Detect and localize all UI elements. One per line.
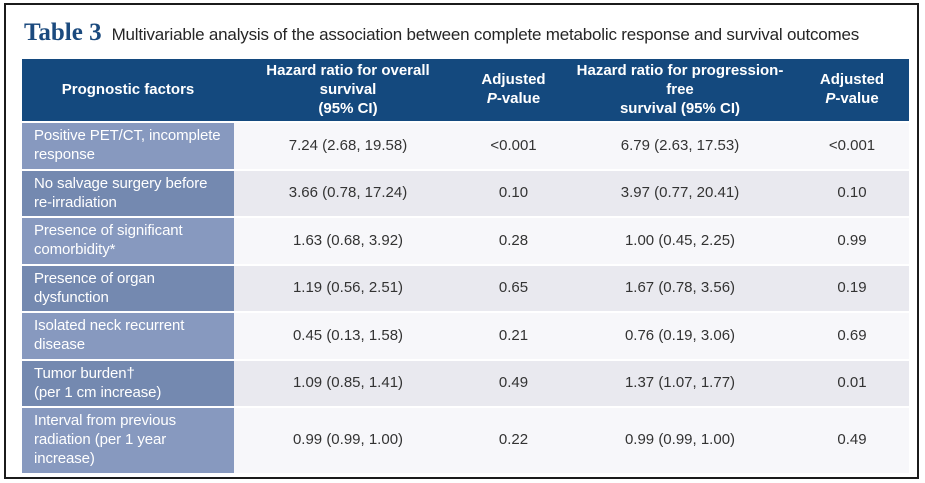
header-line: (95% CI) <box>318 99 378 117</box>
header-line: Adjusted <box>481 71 546 89</box>
table-row: Interval from previous radiation (per 1 … <box>22 408 909 473</box>
cell-p-os: 0.22 <box>462 408 565 473</box>
p-suffix: -value <box>496 90 541 108</box>
table-row: No salvage surgery before re-irradiation… <box>22 170 909 217</box>
header-line: Hazard ratio for overall survival <box>266 62 430 98</box>
header-line: Adjusted <box>819 71 885 89</box>
cell-hr-os: 1.09 (0.85, 1.41) <box>234 360 462 407</box>
cell-prognostic-factor: Presence of organ dysfunction <box>22 265 234 312</box>
cell-hr-os: 1.63 (0.68, 3.92) <box>234 218 462 264</box>
cell-prognostic-factor: Presence of significant comorbidity* <box>22 218 234 264</box>
header-line: P-value <box>468 90 559 109</box>
p-italic: P <box>825 90 836 108</box>
cell-prognostic-factor: No salvage surgery before re-irradiation <box>22 170 234 217</box>
col-header-adjusted-p-pfs: Adjusted P-value <box>795 59 909 122</box>
cell-hr-pfs: 0.76 (0.19, 3.06) <box>565 313 795 359</box>
col-header-hr-progression-free-survival: Hazard ratio for progression-free surviv… <box>565 59 795 122</box>
col-header-adjusted-p-os: Adjusted P-value <box>462 59 565 122</box>
cell-p-os: <0.001 <box>462 123 565 169</box>
cell-hr-pfs: 6.79 (2.63, 17.53) <box>565 123 795 169</box>
header-line: Hazard ratio for progression-free <box>576 62 784 98</box>
cell-hr-pfs: 1.67 (0.78, 3.56) <box>565 265 795 312</box>
cell-p-pfs: <0.001 <box>795 123 909 169</box>
cell-prognostic-factor: Positive PET/CT, incomplete response <box>22 123 234 169</box>
header-line: P-value <box>801 90 903 109</box>
cell-p-pfs: 0.01 <box>795 360 909 407</box>
p-italic: P <box>486 90 497 108</box>
cell-hr-os: 7.24 (2.68, 19.58) <box>234 123 462 169</box>
cell-hr-pfs: 3.97 (0.77, 20.41) <box>565 170 795 217</box>
cell-p-os: 0.49 <box>462 360 565 407</box>
cell-hr-os: 0.99 (0.99, 1.00) <box>234 408 462 473</box>
table-title-text: Multivariable analysis of the associatio… <box>111 25 860 44</box>
table-row: Isolated neck recurrent disease 0.45 (0.… <box>22 313 909 359</box>
table-row: Positive PET/CT, incomplete response 7.2… <box>22 123 909 169</box>
header-line: survival (95% CI) <box>619 99 741 117</box>
cell-prognostic-factor: Tumor burden† (per 1 cm increase) <box>22 360 234 407</box>
cell-p-pfs: 0.69 <box>795 313 909 359</box>
p-suffix: -value <box>835 90 879 108</box>
cell-hr-os: 1.19 (0.56, 2.51) <box>234 265 462 312</box>
header-row: Prognostic factors Hazard ratio for over… <box>22 59 909 122</box>
cell-p-os: 0.65 <box>462 265 565 312</box>
col-header-hr-overall-survival: Hazard ratio for overall survival (95% C… <box>234 59 462 122</box>
cell-hr-pfs: 0.99 (0.99, 1.00) <box>565 408 795 473</box>
paper-table-panel: Table 3 Multivariable analysis of the as… <box>4 3 919 479</box>
table-row: Tumor burden† (per 1 cm increase) 1.09 (… <box>22 360 909 407</box>
cell-p-pfs: 0.10 <box>795 170 909 217</box>
cell-hr-pfs: 1.37 (1.07, 1.77) <box>565 360 795 407</box>
table-row: Presence of organ dysfunction 1.19 (0.56… <box>22 265 909 312</box>
cell-prognostic-factor: Interval from previous radiation (per 1 … <box>22 408 234 473</box>
cell-p-pfs: 0.49 <box>795 408 909 473</box>
table-number-label: Table 3 <box>24 19 102 46</box>
cell-p-os: 0.21 <box>462 313 565 359</box>
results-table: Prognostic factors Hazard ratio for over… <box>22 57 909 475</box>
cell-p-os: 0.28 <box>462 218 565 264</box>
table-caption: Table 3 Multivariable analysis of the as… <box>24 19 903 47</box>
cell-prognostic-factor: Isolated neck recurrent disease <box>22 313 234 359</box>
cell-hr-os: 3.66 (0.78, 17.24) <box>234 170 462 217</box>
cell-p-os: 0.10 <box>462 170 565 217</box>
cell-hr-pfs: 1.00 (0.45, 2.25) <box>565 218 795 264</box>
cell-p-pfs: 0.99 <box>795 218 909 264</box>
col-header-prognostic-factors: Prognostic factors <box>22 59 234 122</box>
table-row: Presence of significant comorbidity* 1.6… <box>22 218 909 264</box>
cell-hr-os: 0.45 (0.13, 1.58) <box>234 313 462 359</box>
cell-p-pfs: 0.19 <box>795 265 909 312</box>
